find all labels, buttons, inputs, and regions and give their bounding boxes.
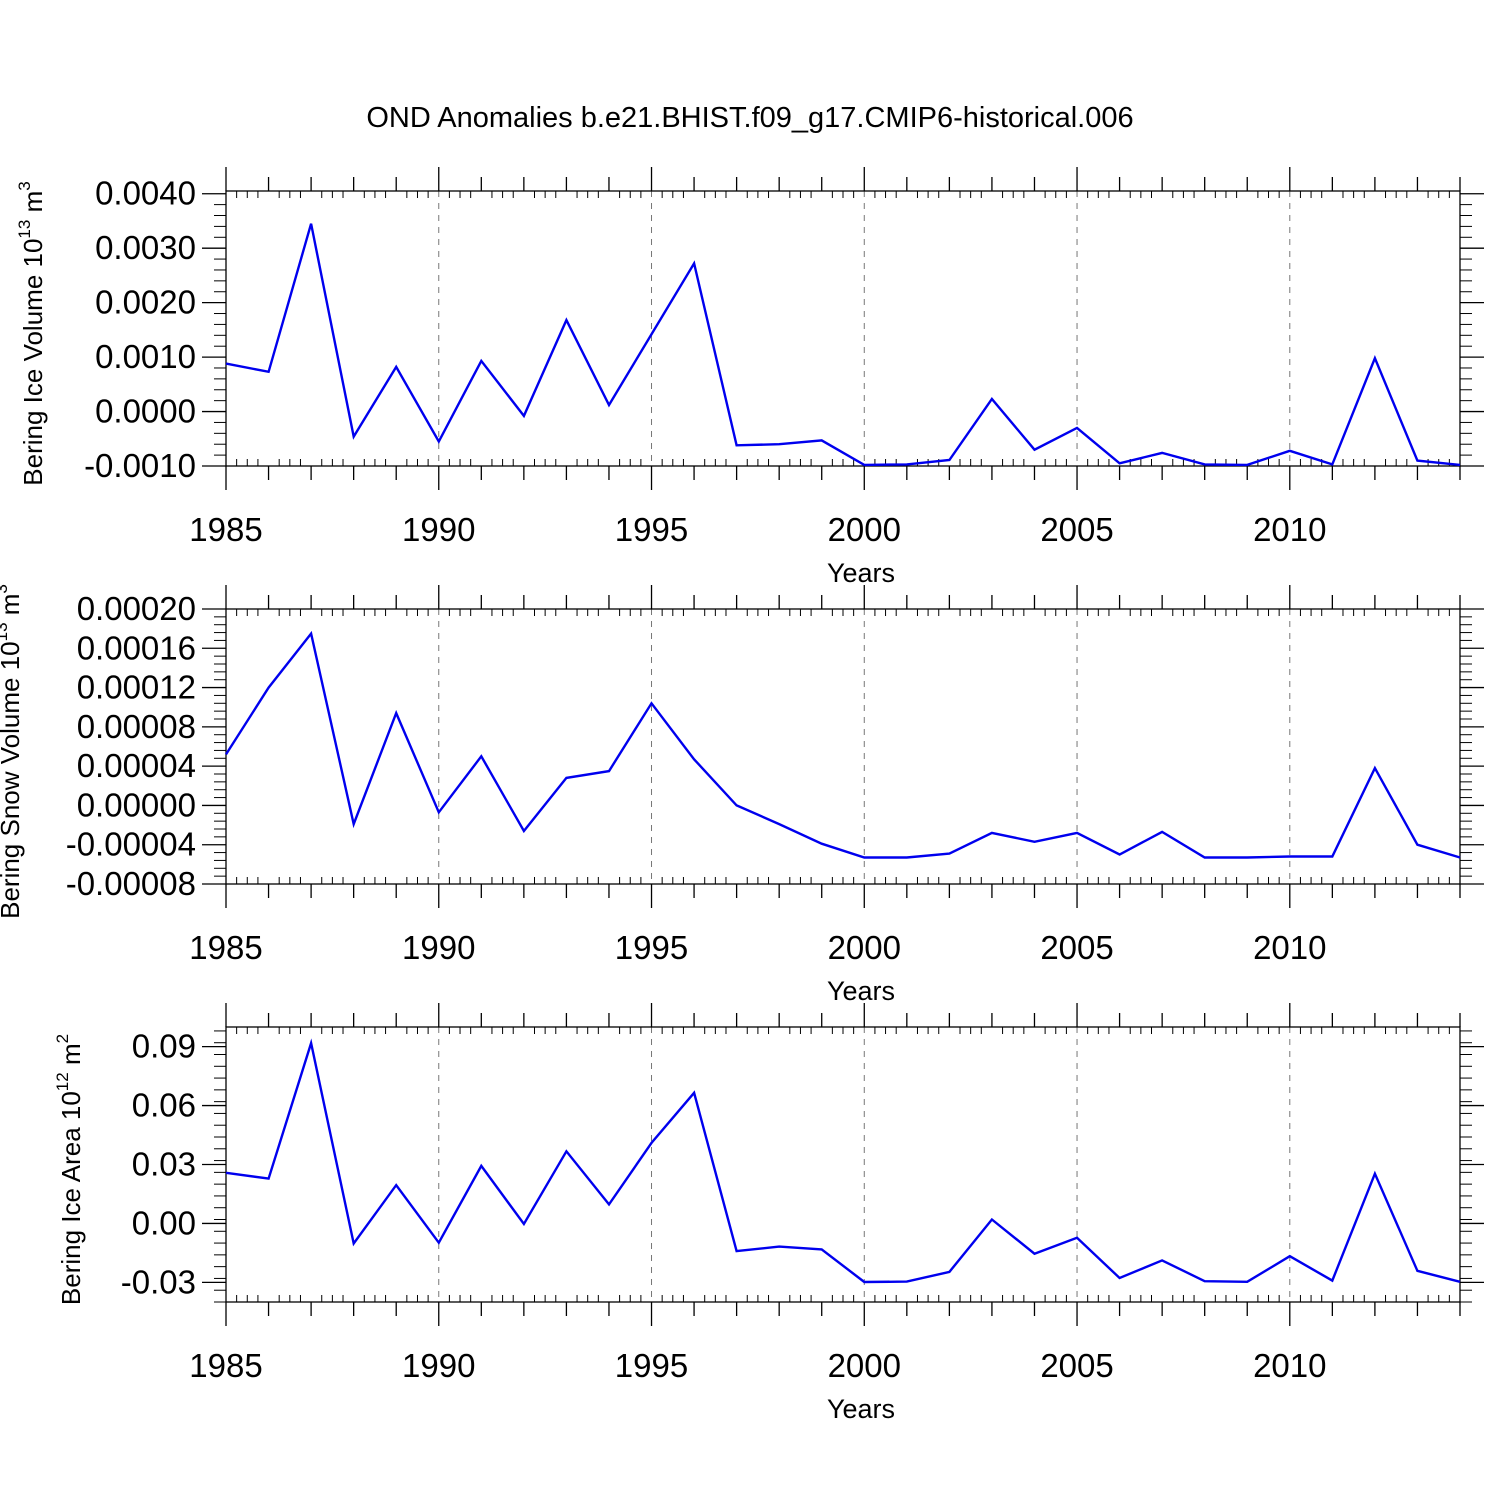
plot-frame <box>225 190 1461 467</box>
y-axis-label-unit-exponent: 3 <box>0 584 11 593</box>
y-tick-label: 0.00020 <box>77 590 196 627</box>
y-tick-label: 0.06 <box>132 1087 196 1124</box>
y-tick-label: 0.00012 <box>77 669 196 706</box>
y-tick-label: 0.03 <box>132 1146 196 1183</box>
y-axis-label-main: Bering Snow Volume 10 <box>0 641 25 919</box>
x-tick-label: 2005 <box>1040 511 1113 548</box>
y-axis-label-main: Bering Ice Area 10 <box>56 1091 86 1305</box>
x-axis-label: Years <box>827 1394 895 1424</box>
x-tick-label: 2000 <box>828 929 901 966</box>
y-tick-label: 0.09 <box>132 1028 196 1065</box>
panel-2: -0.00008-0.000040.000000.000040.000080.0… <box>0 584 1484 1006</box>
x-tick-label: 2010 <box>1253 1347 1326 1384</box>
x-tick-label: 1995 <box>615 1347 688 1384</box>
panel-1: -0.0010 0.0000 0.0010 0.0020 0.0030 0.0040 198… <box>15 167 1484 588</box>
x-tick-label: 2010 <box>1253 929 1326 966</box>
y-tick-label: 0.00 <box>132 1204 196 1241</box>
y-axis-label-unit-exponent: 3 <box>15 181 34 190</box>
x-tick-label: 1985 <box>189 511 262 548</box>
plot-frame <box>225 1026 1461 1303</box>
series-line-1 <box>225 223 1461 467</box>
panel-3: -0.03 0.00 0.03 0.06 0.09 1985 1990 1995 2000 200… <box>53 1003 1484 1424</box>
x-tick-label: 2005 <box>1040 929 1113 966</box>
y-tick-label: 0.00000 <box>77 786 196 823</box>
figure-title: OND Anomalies b.e21.BHIST.f09_g17.CMIP6-… <box>366 102 1133 134</box>
series-line-2 <box>224 630 1461 859</box>
y-tick-label: 0.00008 <box>77 708 196 745</box>
y-tick-label: -0.00008 <box>66 865 196 902</box>
series-line-3 <box>225 1038 1461 1284</box>
y-axis-label-exponent: 13 <box>0 622 11 641</box>
x-tick-label: 1985 <box>189 929 262 966</box>
y-axis-label-exponent: 12 <box>53 1072 72 1091</box>
x-axis-label: Years <box>827 976 895 1006</box>
y-axis-label-unit-exponent: 2 <box>53 1034 72 1043</box>
y-axis-label: Bering Snow Volume 1013 m3 <box>0 584 25 919</box>
y-tick-label: -0.00004 <box>66 826 196 863</box>
x-tick-label: 1990 <box>402 929 475 966</box>
y-tick-label: 0.00016 <box>77 629 196 666</box>
x-axis-label: Years <box>827 558 895 588</box>
y-axis-label-unit: m <box>0 594 25 623</box>
y-tick-label: 0.0000 <box>95 393 196 430</box>
x-tick-label: 1985 <box>189 1347 262 1384</box>
x-tick-label: 1990 <box>402 1347 475 1384</box>
x-tick-label: 2000 <box>828 1347 901 1384</box>
y-tick-label: -0.03 <box>121 1263 196 1300</box>
y-tick-label: 0.0010 <box>95 338 196 375</box>
y-tick-label: 0.00004 <box>77 747 196 784</box>
y-axis-label: Bering Ice Area 1012 m2 <box>53 1034 86 1305</box>
x-tick-label: 1995 <box>615 511 688 548</box>
y-axis-label-exponent: 13 <box>15 220 34 239</box>
y-tick-label: -0.0010 <box>84 447 196 484</box>
x-tick-label: 2005 <box>1040 1347 1113 1384</box>
y-axis-label-unit: m <box>56 1043 86 1072</box>
y-tick-label: 0.0020 <box>95 284 196 321</box>
y-tick-label: 0.0040 <box>95 175 196 212</box>
y-axis-label: Bering Ice Volume 1013 m3 <box>15 181 48 485</box>
panels: -0.0010 0.0000 0.0010 0.0020 0.0030 0.0040 198… <box>0 167 1484 1424</box>
x-tick-label: 2000 <box>828 511 901 548</box>
y-tick-label: 0.0030 <box>95 229 196 266</box>
y-axis-label-unit: m <box>18 191 48 220</box>
x-tick-label: 2010 <box>1253 511 1326 548</box>
x-tick-label: 1995 <box>615 929 688 966</box>
x-tick-label: 1990 <box>402 511 475 548</box>
y-axis-label-main: Bering Ice Volume 10 <box>18 239 48 486</box>
